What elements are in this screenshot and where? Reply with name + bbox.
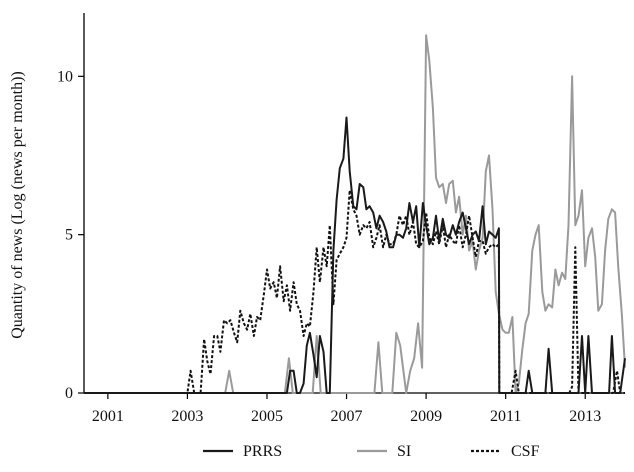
- series-line-csf: [84, 189, 625, 394]
- series-line-prrs: [84, 116, 626, 394]
- legend: PRRS SI CSF: [203, 443, 540, 460]
- legend-label-si: SI: [397, 443, 411, 460]
- y-tick-label: 10: [57, 68, 73, 85]
- series-layer: [84, 34, 626, 394]
- tick-labels: 0 5 10 2001 2003 2005 2007 2009 2011 2013: [57, 68, 601, 425]
- x-tick-label: 2013: [569, 408, 601, 425]
- x-tick-label: 2005: [251, 408, 283, 425]
- axes: [78, 13, 625, 399]
- legend-label-prrs: PRRS: [243, 443, 282, 460]
- series-line-si: [84, 34, 626, 394]
- x-tick-label: 2009: [410, 408, 442, 425]
- legend-label-csf: CSF: [511, 443, 540, 460]
- y-tick-label: 0: [65, 385, 73, 402]
- x-tick-label: 2007: [331, 408, 363, 425]
- x-tick-label: 2003: [171, 408, 203, 425]
- y-axis-title: Quantity of news (Log (news per month)): [9, 71, 26, 339]
- y-tick-label: 5: [65, 227, 73, 244]
- x-tick-label: 2001: [92, 408, 124, 425]
- x-tick-label: 2011: [490, 408, 521, 425]
